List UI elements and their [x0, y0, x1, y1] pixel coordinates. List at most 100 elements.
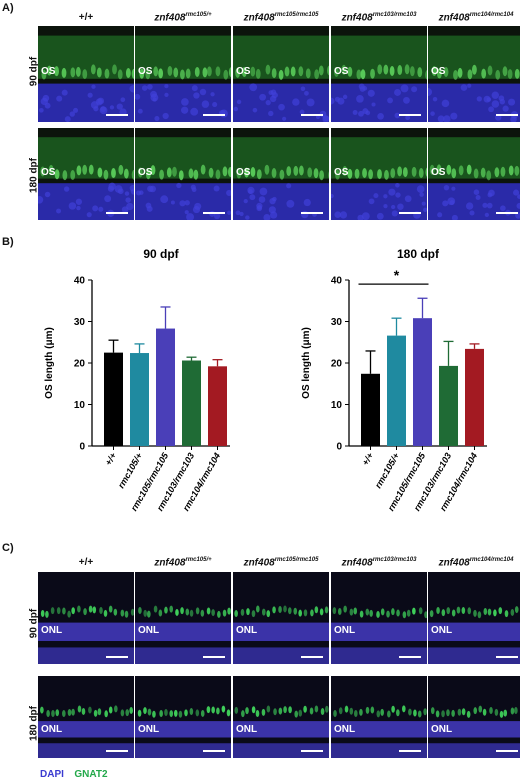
bar — [465, 348, 484, 446]
significance-marker: * — [394, 267, 400, 283]
scale-bar — [496, 114, 518, 116]
scale-bar — [106, 656, 128, 658]
micrograph-c-90: ONL — [38, 572, 134, 664]
micrograph-c-90: ONL — [233, 572, 329, 664]
tile-label: ONL — [236, 723, 258, 735]
micrograph-a-180: OS — [331, 128, 427, 220]
bar — [104, 352, 123, 446]
tile-label: OS — [41, 66, 56, 78]
y-tick-label: 0 — [79, 442, 85, 453]
scale-bar — [203, 750, 225, 752]
micrograph-c-180: ONL — [233, 676, 329, 758]
column-label: +/+ — [78, 12, 94, 23]
tile-label: ONL — [236, 625, 258, 637]
tile-label: OS — [431, 66, 446, 78]
micrograph-a-90: OS — [233, 26, 329, 122]
column-label: znf408rmc105/+ — [154, 12, 212, 24]
scale-bar — [203, 114, 225, 116]
tile-label: ONL — [431, 625, 453, 637]
scale-bar — [301, 212, 323, 214]
tile-label: ONL — [41, 723, 63, 735]
column-label: znf408rmc105/rmc105 — [243, 12, 319, 24]
column-label: znf408rmc104/rmc104 — [438, 557, 514, 569]
micrograph-a-180: OS — [38, 128, 134, 220]
x-tick-label: +/+ — [103, 450, 119, 467]
y-tick-label: 10 — [74, 400, 86, 411]
micrograph-a-180: OS — [428, 128, 520, 220]
micrograph-c-90: ONL — [331, 572, 427, 664]
scale-bar — [203, 656, 225, 658]
bar — [208, 366, 227, 446]
scale-bar — [106, 114, 128, 116]
micrograph-c-180: ONL — [135, 676, 231, 758]
y-tick-label: 0 — [336, 442, 342, 453]
tile-label: OS — [236, 166, 251, 178]
scale-bar — [203, 212, 225, 214]
panel-a-letter: A) — [2, 2, 14, 14]
tile-label: ONL — [138, 723, 160, 735]
channel-legend: DAPI GNAT2 — [40, 764, 108, 782]
tile-label: ONL — [431, 723, 453, 735]
tile-label: ONL — [334, 723, 356, 735]
column-label: +/+ — [78, 557, 94, 568]
tile-label: ONL — [41, 625, 63, 637]
legend-dapi: DAPI — [40, 769, 64, 780]
scale-bar — [399, 114, 421, 116]
tile-label: OS — [138, 66, 153, 78]
micrograph-c-90: ONL — [428, 572, 520, 664]
micrograph-a-90: OS — [428, 26, 520, 122]
micrograph-a-90: OS — [331, 26, 427, 122]
y-tick-label: 20 — [74, 359, 86, 370]
micrograph-a-90: OS — [135, 26, 231, 122]
micrograph-a-180: OS — [135, 128, 231, 220]
bar — [387, 335, 406, 446]
tile-label: OS — [41, 166, 56, 178]
bar — [439, 365, 458, 446]
y-axis-label: OS length (μm) — [301, 327, 312, 399]
tile-label: ONL — [334, 625, 356, 637]
micrograph-c-180: ONL — [331, 676, 427, 758]
scale-bar — [496, 656, 518, 658]
legend-gnat2: GNAT2 — [74, 769, 108, 780]
tile-label: OS — [334, 66, 349, 78]
scale-bar — [106, 750, 128, 752]
y-tick-label: 30 — [74, 317, 86, 328]
y-axis-label: OS length (μm) — [44, 327, 55, 399]
micrograph-c-180: ONL — [38, 676, 134, 758]
micrograph-a-180: OS — [233, 128, 329, 220]
column-label: znf408rmc103/rmc103 — [341, 12, 417, 24]
bar — [361, 373, 380, 446]
bar — [130, 353, 149, 446]
chart-title: 180 dpf — [397, 247, 440, 261]
tile-label: OS — [431, 166, 446, 178]
y-tick-label: 30 — [331, 317, 343, 328]
micrograph-c-90: ONL — [135, 572, 231, 664]
y-tick-label: 20 — [331, 359, 343, 370]
column-label: znf408rmc104/rmc104 — [438, 12, 514, 24]
tile-label: OS — [138, 166, 153, 178]
scale-bar — [106, 212, 128, 214]
column-label: znf408rmc105/rmc105 — [243, 557, 319, 569]
scale-bar — [399, 656, 421, 658]
bar — [182, 360, 201, 446]
scale-bar — [301, 114, 323, 116]
scale-bar — [301, 656, 323, 658]
tile-label: OS — [334, 166, 349, 178]
tile-label: OS — [236, 66, 251, 78]
x-tick-label: rmc105/+ — [116, 450, 145, 490]
scale-bar — [399, 212, 421, 214]
column-label: znf408rmc103/rmc103 — [341, 557, 417, 569]
micrograph-a-90: OS — [38, 26, 134, 122]
tile-label: ONL — [138, 625, 160, 637]
x-tick-label: +/+ — [360, 450, 376, 467]
y-tick-label: 40 — [331, 276, 343, 287]
panel-c-letter: C) — [2, 542, 14, 554]
scale-bar — [301, 750, 323, 752]
scale-bar — [496, 212, 518, 214]
scale-bar — [496, 750, 518, 752]
bar — [156, 328, 175, 446]
panel-b-letter: B) — [2, 236, 14, 248]
micrograph-c-180: ONL — [428, 676, 520, 758]
y-tick-label: 40 — [74, 276, 86, 287]
